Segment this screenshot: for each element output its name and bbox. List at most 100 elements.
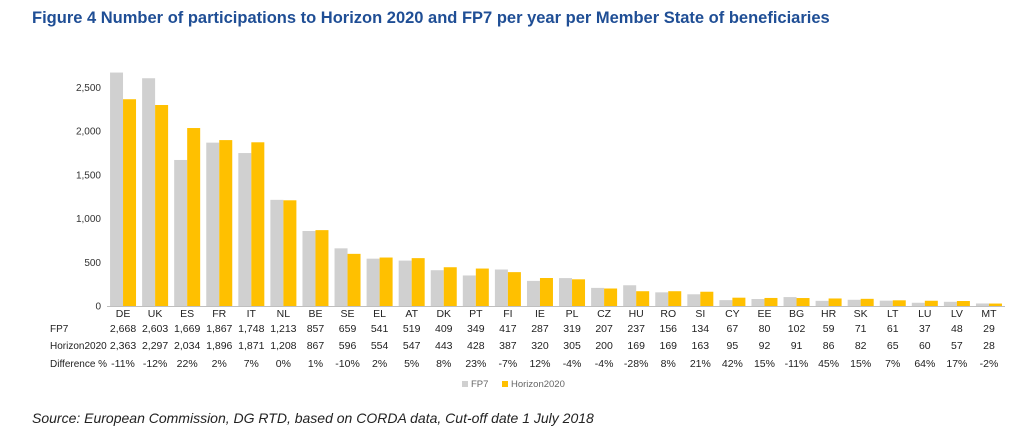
horizon2020-value-label: 2,363 [110,340,136,352]
y-tick-label: 2,500 [76,83,101,94]
horizon2020-value-label: 60 [919,340,931,352]
horizon2020-value-label: 65 [887,340,899,352]
bar-horizon2020 [411,258,425,306]
difference-value-label: -10% [335,358,360,370]
category-label: HU [629,308,644,320]
bar-fp7 [847,299,861,306]
category-label: EL [373,308,386,320]
horizon2020-value-label: 95 [727,340,739,352]
horizon2020-value-label: 2,034 [174,340,200,352]
fp7-value-label: 134 [692,323,710,335]
bar-fp7 [174,159,188,306]
category-label: BG [789,308,804,320]
difference-value-label: 12% [529,358,550,370]
fp7-value-label: 2,668 [110,323,136,335]
bar-horizon2020 [443,267,457,306]
category-label: ES [180,308,194,320]
row-label-horizon2020: Horizon2020 [50,341,107,352]
source-note: Source: European Commission, DG RTD, bas… [32,410,594,426]
bar-fp7 [302,231,316,306]
bar-horizon2020 [539,278,553,306]
category-label: LT [887,308,899,320]
bar-horizon2020 [924,300,938,306]
category-label: DK [436,308,451,320]
difference-value-label: 8% [661,358,676,370]
category-label: DE [116,308,131,320]
difference-value-label: 23% [465,358,486,370]
fp7-value-label: 207 [595,323,613,335]
bar-horizon2020 [796,298,810,306]
fp7-value-label: 67 [727,323,739,335]
fp7-value-label: 71 [855,323,867,335]
difference-value-label: -12% [143,358,168,370]
bar-horizon2020 [123,99,137,306]
bar-fp7 [719,300,733,306]
bar-fp7 [943,301,957,306]
y-tick-label: 1,000 [76,214,101,225]
bar-fp7 [655,292,669,306]
fp7-value-label: 37 [919,323,931,335]
category-label: SI [695,308,705,320]
category-label: MT [981,308,997,320]
bar-horizon2020 [732,297,746,306]
difference-value-label: 5% [404,358,419,370]
difference-value-label: -11% [785,358,809,370]
horizon2020-value-label: 92 [759,340,771,352]
bar-fp7 [687,294,701,306]
horizon2020-value-label: 169 [627,340,645,352]
category-label: IT [247,308,257,320]
bar-horizon2020 [283,200,297,306]
category-label: IE [535,308,545,320]
bar-fp7 [430,270,444,306]
category-label: LV [951,308,963,320]
horizon2020-value-label: 28 [983,340,995,352]
horizon2020-value-label: 428 [467,340,485,352]
category-label: SE [341,308,355,320]
bar-horizon2020 [155,105,169,306]
fp7-value-label: 2,603 [142,323,168,335]
category-label: CY [725,308,740,320]
horizon2020-value-label: 1,871 [238,340,264,352]
bar-horizon2020 [475,268,489,306]
category-label: BE [308,308,322,320]
legend-swatch-horizon2020 [502,381,508,387]
fp7-value-label: 409 [435,323,453,335]
legend-swatch-fp7 [462,381,468,387]
bar-fp7 [815,300,829,306]
difference-value-label: 0% [276,358,291,370]
fp7-value-label: 29 [983,323,995,335]
difference-value-label: 42% [722,358,743,370]
bar-horizon2020 [187,128,201,306]
category-label: UK [148,308,163,320]
difference-value-label: -28% [624,358,649,370]
difference-value-label: -2% [980,358,999,370]
horizon2020-value-label: 867 [307,340,325,352]
bar-horizon2020 [892,300,906,306]
horizon2020-value-label: 443 [435,340,453,352]
bar-horizon2020 [764,297,778,306]
difference-value-label: -7% [499,358,518,370]
fp7-value-label: 237 [627,323,645,335]
difference-value-label: -4% [563,358,582,370]
bar-fp7 [462,275,476,306]
fp7-value-label: 156 [659,323,677,335]
bar-fp7 [494,269,508,306]
horizon2020-value-label: 554 [371,340,389,352]
difference-value-label: 17% [946,358,967,370]
legend-label-horizon2020: Horizon2020 [511,379,565,390]
bar-horizon2020 [219,140,233,306]
horizon2020-value-label: 163 [692,340,710,352]
difference-value-label: 45% [818,358,839,370]
bar-horizon2020 [347,253,361,306]
difference-value-label: 7% [244,358,259,370]
horizon2020-value-label: 387 [499,340,517,352]
bar-fp7 [142,78,156,306]
bar-fp7 [783,297,797,306]
category-label: PL [566,308,579,320]
bar-horizon2020 [828,298,842,306]
difference-value-label: 2% [212,358,227,370]
y-tick-label: 1,500 [76,170,101,181]
fp7-value-label: 541 [371,323,389,335]
bar-horizon2020 [315,230,329,306]
